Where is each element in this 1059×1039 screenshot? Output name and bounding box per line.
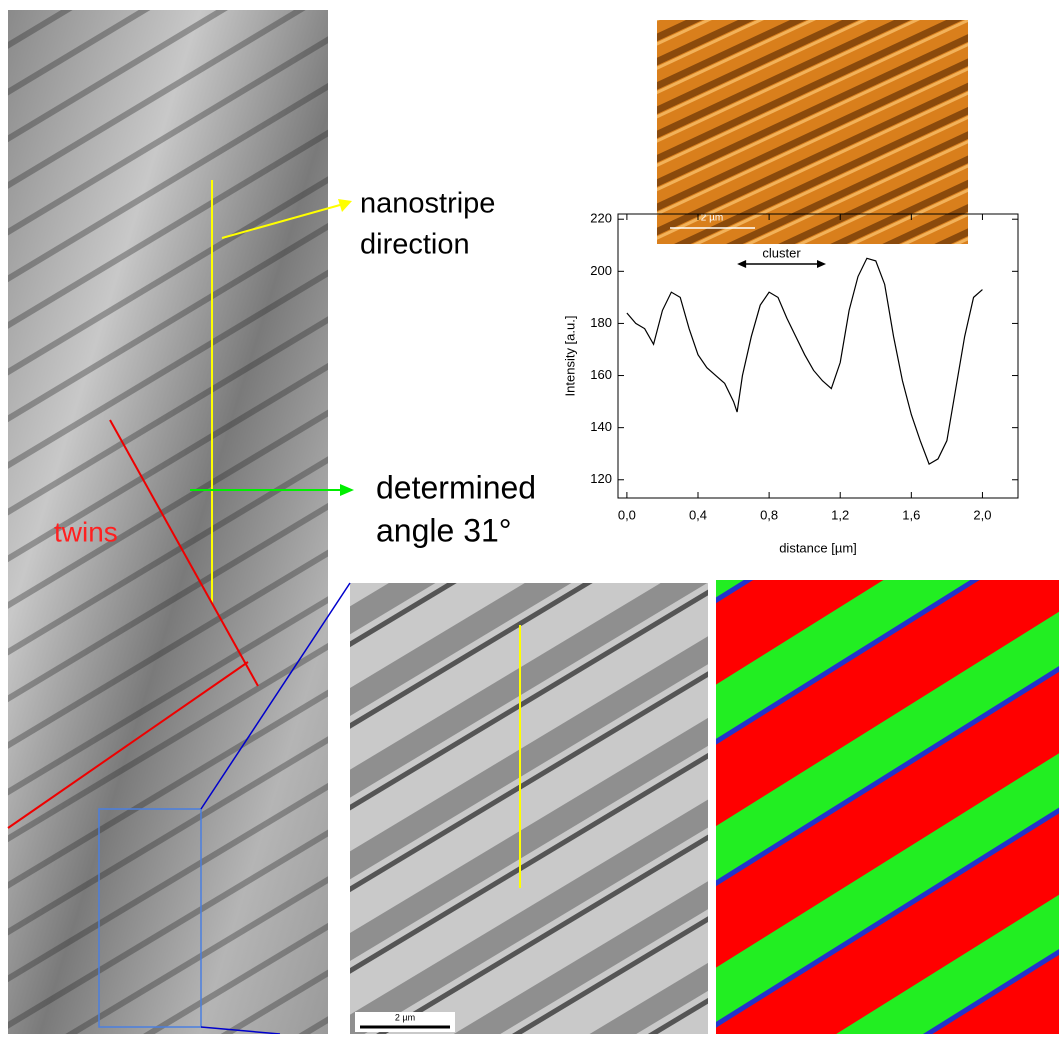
afm-image — [657, 20, 968, 244]
arrowhead — [737, 260, 747, 268]
y-tick-label: 220 — [590, 211, 612, 226]
sem-stripes — [8, 10, 328, 1034]
twin-line — [7, 661, 249, 829]
x-tick-label: 1,2 — [831, 507, 849, 522]
data-line — [626, 257, 983, 466]
annotation: cluster — [762, 245, 801, 260]
label: nanostripe — [360, 188, 495, 220]
plot-frame — [617, 213, 1019, 499]
arrowhead — [340, 484, 354, 496]
x-tick-label: 0,8 — [760, 507, 778, 522]
y-axis-label: Intensity [a.u.] — [562, 316, 577, 397]
y-tick-label: 120 — [590, 471, 612, 486]
phase-map — [716, 580, 1059, 1034]
label: twins — [54, 516, 118, 547]
scale-label: 2 µm — [701, 213, 723, 224]
y-tick-label: 140 — [590, 419, 612, 434]
x-tick-label: 0,4 — [689, 507, 707, 522]
zoom-line — [200, 1026, 281, 1035]
arrowhead — [817, 260, 826, 268]
zoom-image — [350, 583, 708, 1034]
arrowhead — [338, 199, 352, 212]
label: angle 31° — [376, 512, 512, 548]
x-tick-label: 0,0 — [618, 507, 636, 522]
x-tick-label: 2,0 — [973, 507, 991, 522]
scale-label: 2 µm — [395, 1012, 415, 1022]
y-tick-label: 180 — [590, 315, 612, 330]
y-tick-label: 200 — [590, 263, 612, 278]
label: determined — [376, 469, 536, 505]
label: direction — [360, 229, 470, 261]
zoom-box — [98, 808, 202, 1028]
x-axis-label: distance [µm] — [779, 540, 857, 555]
arrow — [221, 204, 341, 239]
twin-line — [109, 419, 259, 687]
zoom-line — [200, 582, 351, 810]
y-tick-label: 160 — [590, 367, 612, 382]
x-tick-label: 1,6 — [902, 507, 920, 522]
